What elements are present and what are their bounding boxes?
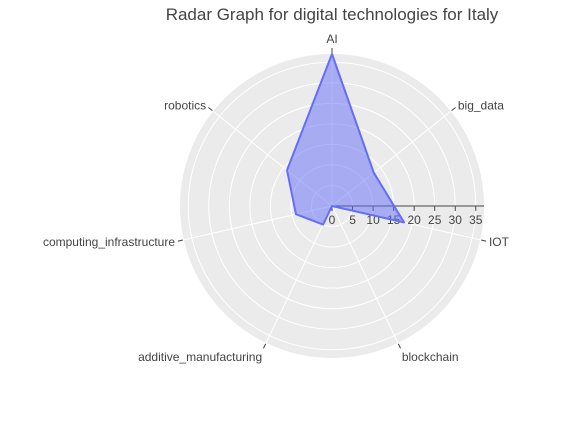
series-layer <box>286 53 406 226</box>
angular-tick <box>208 107 213 111</box>
category-label-computing-infrastructure: computing_infrastructure <box>43 235 175 249</box>
category-label-big-data: big_data <box>458 99 504 113</box>
chart-title: Radar Graph for digital technologies for… <box>166 5 499 24</box>
radial-tick-label: 5 <box>349 213 356 227</box>
angular-tick <box>262 343 267 349</box>
category-labels: AI big_data IOT blockchain additive_manufact… <box>43 32 510 364</box>
angular-tick <box>451 107 456 111</box>
radial-tick-label: 35 <box>469 213 483 227</box>
category-label-iot: IOT <box>489 235 510 249</box>
grid-spoke <box>265 205 333 344</box>
series-area <box>286 53 406 226</box>
radial-tick-label: 30 <box>449 213 463 227</box>
radial-tick-label: 0 <box>329 213 336 227</box>
radial-tick-label: 20 <box>407 213 421 227</box>
category-label-ai: AI <box>326 32 337 46</box>
category-label-additive-manufacturing: additive_manufacturing <box>138 350 262 364</box>
radial-tick-label: 25 <box>428 213 442 227</box>
category-label-robotics: robotics <box>164 99 206 113</box>
angular-tick <box>397 343 402 349</box>
angular-tick <box>177 239 183 242</box>
grid-spoke <box>331 205 399 344</box>
category-label-blockchain: blockchain <box>402 350 459 364</box>
angular-tick <box>481 239 487 242</box>
